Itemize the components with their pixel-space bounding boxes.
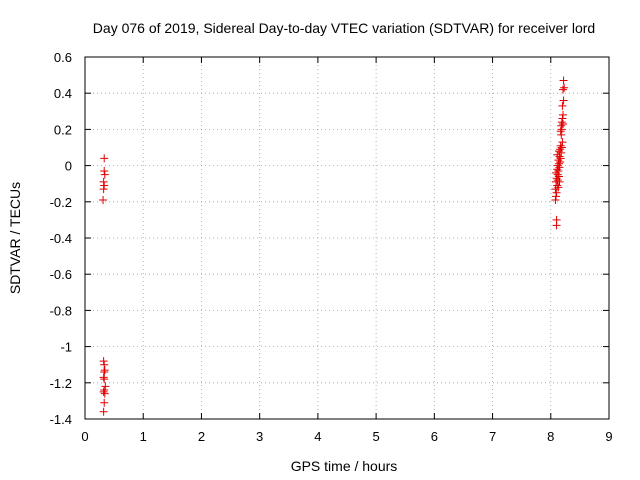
y-tick-label: -1.4	[50, 412, 72, 427]
data-points	[99, 76, 569, 416]
y-tick-label: 0.4	[54, 86, 72, 101]
data-point-marker	[101, 382, 110, 391]
x-tick-label: 0	[81, 429, 88, 444]
data-point-marker	[100, 389, 109, 398]
x-tick-label: 4	[314, 429, 321, 444]
data-point-marker	[556, 157, 565, 166]
data-point-marker	[100, 386, 109, 395]
y-tick-label: 0.2	[54, 122, 72, 137]
data-point-marker	[554, 167, 563, 176]
data-point-marker	[100, 366, 109, 375]
y-axis-label: SDTVAR / TECUs	[7, 182, 23, 294]
data-point-marker	[99, 373, 108, 382]
data-point-marker	[554, 183, 563, 192]
data-point-marker	[556, 141, 565, 150]
data-point-marker	[556, 154, 565, 163]
y-tick-label: -1	[60, 340, 72, 355]
data-point-marker	[557, 130, 566, 139]
data-point-marker	[560, 83, 569, 92]
y-tick-label: -0.8	[50, 303, 72, 318]
y-tick-label: -1.2	[50, 376, 72, 391]
data-point-marker	[557, 125, 566, 134]
data-point-marker	[559, 119, 568, 128]
x-tick-label: 9	[605, 429, 612, 444]
data-point-marker	[558, 138, 567, 147]
data-point-marker	[559, 85, 568, 94]
data-point-marker	[559, 110, 568, 119]
data-point-marker	[559, 76, 568, 85]
y-tick-label: -0.2	[50, 195, 72, 210]
data-point-marker	[556, 145, 565, 154]
grid-lines	[85, 57, 609, 419]
chart-title: Day 076 of 2019, Sidereal Day-to-day VTE…	[93, 20, 595, 36]
y-tick-label: -0.6	[50, 267, 72, 282]
data-point-marker	[555, 163, 564, 172]
data-point-marker	[99, 177, 108, 186]
y-tick-label: 0	[65, 159, 72, 174]
data-point-marker	[99, 185, 108, 194]
data-point-marker	[99, 357, 108, 366]
data-point-marker	[559, 96, 568, 105]
data-point-marker	[552, 221, 561, 230]
data-point-marker	[100, 367, 109, 376]
data-point-marker	[100, 154, 109, 163]
x-tick-label: 2	[198, 429, 205, 444]
data-point-marker	[99, 407, 108, 416]
data-point-marker	[99, 195, 108, 204]
y-tick-labels: -1.4 -1.2 -1 -0.8 -0.6 -0.4 -0.2 0 0.2 0.4 0.6	[50, 50, 72, 427]
data-point-marker	[100, 375, 109, 384]
x-axis-label: GPS time / hours	[291, 458, 398, 474]
x-tick-label: 1	[140, 429, 147, 444]
data-point-marker	[100, 181, 109, 190]
data-point-marker	[100, 167, 109, 176]
x-tick-label: 6	[431, 429, 438, 444]
data-point-marker	[558, 114, 567, 123]
data-point-marker	[558, 101, 567, 110]
data-point-marker	[99, 387, 108, 396]
data-point-marker	[100, 398, 109, 407]
data-point-marker	[553, 150, 562, 159]
data-point-marker	[555, 177, 564, 186]
data-point-marker	[557, 118, 566, 127]
x-tick-label: 7	[489, 429, 496, 444]
x-tick-label: 8	[547, 429, 554, 444]
axis-ticks	[84, 56, 610, 420]
x-tick-label: 5	[372, 429, 379, 444]
data-point-marker	[556, 127, 565, 136]
data-point-marker	[553, 170, 562, 179]
x-tick-labels: 0 1 2 3 4 5 6 7 8 9	[81, 429, 612, 444]
data-point-marker	[552, 188, 561, 197]
data-point-marker	[554, 159, 563, 168]
data-point-marker	[551, 195, 560, 204]
data-point-marker	[552, 192, 561, 201]
x-tick-label: 3	[256, 429, 263, 444]
data-point-marker	[100, 170, 109, 179]
data-point-marker	[100, 360, 109, 369]
y-tick-label: 0.6	[54, 50, 72, 65]
data-point-marker	[554, 147, 563, 156]
y-tick-label: -0.4	[50, 231, 72, 246]
data-point-marker	[557, 121, 566, 130]
